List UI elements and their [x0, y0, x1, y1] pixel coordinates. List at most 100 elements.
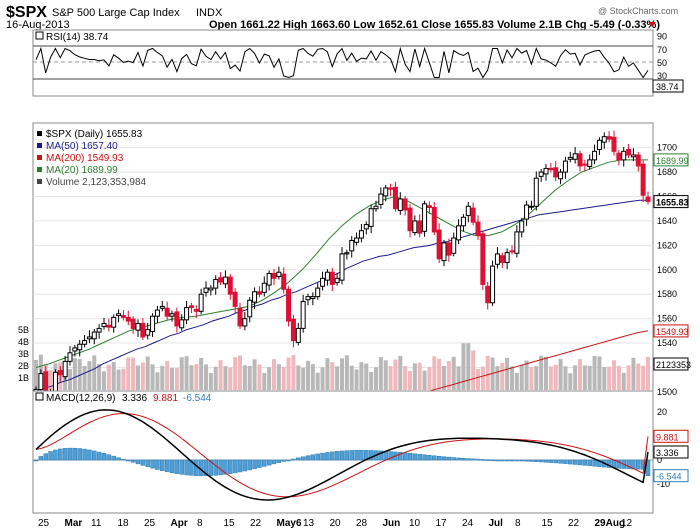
candle-body	[232, 291, 238, 307]
legend-swatch	[37, 155, 42, 160]
volume-bar	[257, 364, 262, 390]
ma20-last-label-box	[653, 153, 689, 167]
volume-bar	[320, 367, 325, 390]
volume-bar	[471, 350, 476, 390]
volume-tick-label: 5B	[18, 325, 29, 335]
candle-body	[577, 153, 583, 167]
volume-bar	[233, 357, 238, 390]
candle-body	[329, 271, 335, 285]
volume-tick-label: 1B	[18, 373, 29, 383]
macd-tick-label: 20	[657, 407, 667, 417]
candle-body	[145, 329, 151, 336]
volume-bar	[534, 366, 539, 390]
volume-bar	[519, 364, 524, 390]
volume-bar	[296, 365, 301, 390]
macd-hist-bar	[417, 454, 422, 461]
rsi-tick-label: 90	[657, 32, 667, 42]
macd-hist-bar	[441, 456, 447, 461]
volume-bar	[179, 357, 184, 390]
macd-hist-bar	[378, 450, 384, 461]
candle-body	[140, 323, 146, 338]
candle-body	[494, 253, 500, 265]
volume-bar	[612, 360, 616, 390]
rsi-last-label: 38.74	[656, 82, 679, 92]
volume-bar	[208, 372, 213, 390]
macd-right-label: 9.881	[656, 432, 679, 442]
volume-bar	[111, 361, 116, 390]
candle-body	[383, 187, 389, 197]
volume-bar	[631, 357, 636, 390]
volume-bar	[344, 355, 349, 390]
volume-bar	[72, 358, 77, 390]
volume-bar	[301, 367, 306, 390]
macd-hist-bar	[310, 454, 316, 461]
macd-right-box	[653, 469, 689, 483]
legend-swatch	[37, 179, 42, 184]
macd-hist-bar	[427, 455, 432, 461]
volume-bar	[646, 356, 650, 390]
candle-body	[465, 205, 471, 216]
macd-right-box	[653, 429, 689, 443]
candle-body	[431, 206, 437, 233]
price-legend-entry: $SPX (Daily) 1655.83	[46, 129, 143, 140]
macd-hist-bar	[534, 459, 539, 462]
price-tick-label: 1540	[657, 338, 677, 348]
volume-bar	[378, 357, 383, 390]
candle-body	[373, 205, 379, 210]
volume-bar	[131, 357, 136, 390]
price-tick-label: 1620	[657, 240, 677, 250]
candle-body	[344, 252, 350, 255]
macd-hist-bar	[300, 456, 306, 461]
macd-checkbox[interactable]	[35, 392, 44, 401]
volume-bar	[150, 364, 155, 390]
macd-hist-bar	[636, 459, 641, 470]
volume-bar	[480, 366, 485, 390]
candle-body	[378, 193, 384, 205]
volume-bar	[165, 361, 170, 390]
candle-body	[324, 271, 330, 281]
candle-body	[470, 207, 476, 223]
volume-bar	[398, 355, 403, 390]
volume-bar	[485, 355, 490, 390]
macd-hist-bar	[509, 459, 515, 462]
macd-hist-bar	[169, 459, 175, 474]
candle-body	[407, 207, 413, 232]
candle-body	[91, 331, 97, 340]
candle-body	[247, 299, 253, 318]
close-last-label-box	[653, 195, 689, 209]
candle-body	[193, 308, 199, 312]
volume-bar	[412, 363, 417, 390]
volume-bar	[325, 358, 330, 390]
candle-body	[266, 272, 272, 286]
candle-body	[256, 291, 262, 295]
rsi-line	[35, 46, 649, 79]
volume-bar	[349, 365, 354, 390]
macd-hist-bar	[563, 459, 568, 464]
rsi-checkbox[interactable]	[35, 31, 44, 40]
macd-hist-bar	[587, 459, 592, 467]
volume-bar	[510, 366, 514, 390]
macd-hist-bar	[553, 459, 558, 464]
volume-tick-label: 2B	[18, 361, 29, 371]
volume-bar	[621, 372, 626, 390]
volume-bar	[267, 367, 272, 390]
macd-hist-bar	[330, 451, 335, 461]
macd-hist-bar	[398, 452, 403, 461]
x-tick-label: Apr	[171, 518, 188, 529]
candle-body	[208, 287, 214, 291]
x-tick-label: 10	[409, 518, 421, 529]
macd-right-label: 3.336	[656, 448, 679, 458]
candle-body	[82, 340, 88, 345]
rsi-panel: RSI(14) 38.74 9070503010 38.74	[32, 29, 684, 97]
volume-bar	[238, 355, 242, 390]
macd-hist-bar	[325, 452, 330, 461]
price-legend-entry: MA(50) 1657.40	[46, 141, 118, 152]
candle-body	[101, 323, 107, 328]
chart-exchange: INDX	[196, 7, 223, 19]
macd-hist-bar	[422, 454, 427, 461]
down-arrow-icon	[648, 22, 656, 27]
macd-hist-bar	[48, 451, 53, 461]
candle-body	[596, 139, 602, 150]
volume-bar	[174, 368, 179, 390]
